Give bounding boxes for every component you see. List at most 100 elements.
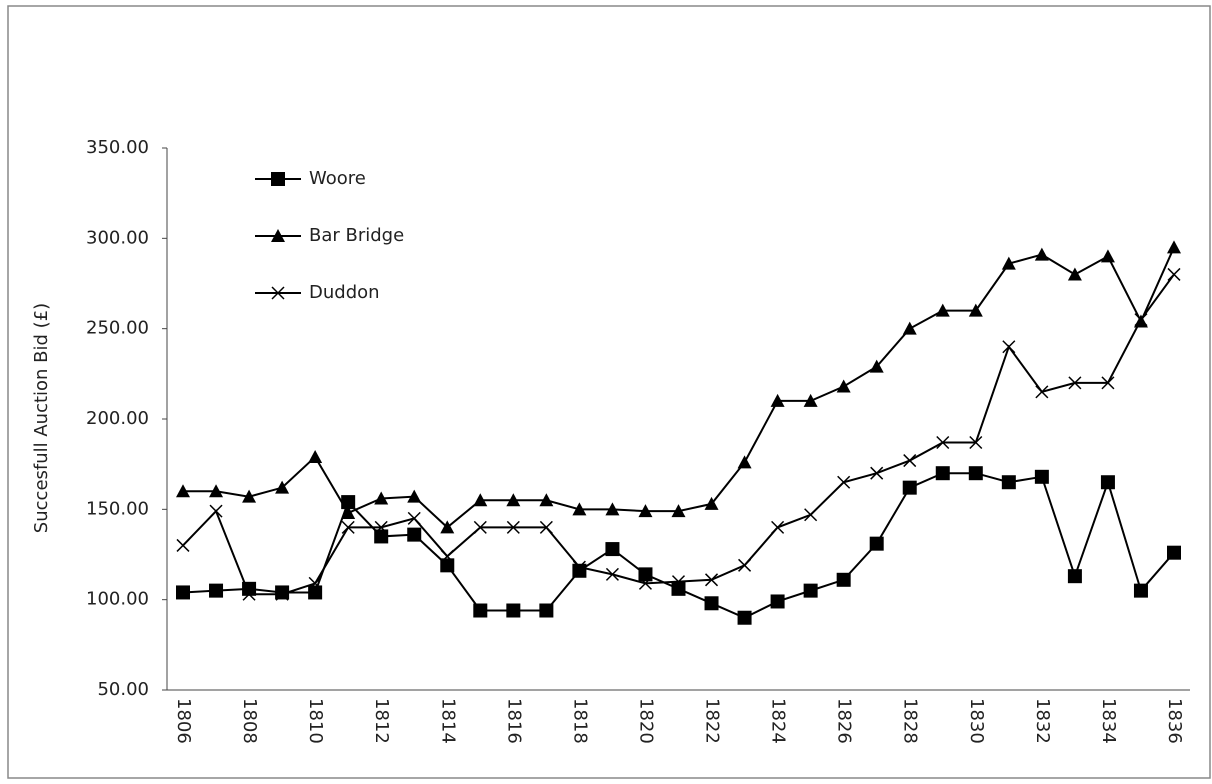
marker-square — [638, 567, 653, 582]
marker-triangle — [341, 505, 356, 519]
marker-square — [1100, 475, 1115, 490]
marker-x — [1101, 376, 1115, 390]
marker-x — [804, 508, 818, 522]
marker-triangle — [1100, 249, 1115, 263]
y-tick-label: 350.00 — [86, 137, 149, 158]
marker-x — [969, 435, 983, 450]
marker-square — [440, 558, 455, 573]
marker-square — [473, 603, 488, 618]
marker-square — [1133, 583, 1148, 598]
x-tick-label: 1810 — [305, 698, 326, 744]
x-tick-label: 1822 — [702, 698, 723, 744]
marker-triangle — [671, 504, 686, 518]
marker-triangle — [374, 491, 389, 505]
marker-triangle — [440, 520, 455, 534]
marker-square — [968, 466, 983, 481]
marker-square — [176, 585, 190, 600]
legend-label: Bar Bridge — [309, 225, 404, 246]
marker-square — [737, 610, 752, 625]
x-tick-label: 1836 — [1164, 698, 1185, 744]
marker-x — [440, 549, 454, 563]
marker-square — [539, 603, 554, 618]
marker-square — [1067, 569, 1082, 584]
marker-x — [407, 511, 421, 525]
x-tick-label: 1812 — [371, 698, 392, 744]
y-axis-label: Succesfull Auction Bid (£) — [31, 303, 52, 533]
marker-square — [308, 585, 323, 600]
x-tick-label: 1832 — [1032, 698, 1053, 744]
marker-x — [771, 520, 785, 534]
marker-x — [1035, 385, 1049, 399]
marker-x — [1167, 267, 1181, 281]
marker-x — [209, 504, 223, 518]
marker-x — [271, 286, 285, 300]
marker-square — [836, 572, 851, 587]
marker-x — [738, 558, 752, 572]
marker-x — [705, 573, 719, 587]
marker-square — [275, 585, 290, 600]
y-tick-label: 150.00 — [86, 498, 149, 519]
marker-triangle — [638, 504, 653, 518]
marker-triangle — [275, 480, 290, 494]
marker-triangle — [605, 502, 620, 516]
marker-x — [1068, 376, 1082, 390]
x-tick-label: 1816 — [503, 698, 524, 744]
marker-triangle — [902, 321, 917, 335]
x-tick-label: 1834 — [1098, 698, 1119, 744]
y-tick-label: 50.00 — [97, 679, 149, 700]
marker-square — [1001, 475, 1016, 490]
marker-x — [242, 587, 256, 601]
marker-x — [903, 454, 917, 468]
marker-x — [870, 466, 884, 480]
marker-x — [176, 538, 190, 552]
marker-triangle — [473, 493, 488, 507]
marker-triangle — [1001, 256, 1016, 270]
y-tick-label: 100.00 — [86, 589, 149, 610]
y-tick-label: 200.00 — [86, 408, 149, 429]
marker-triangle — [704, 496, 719, 510]
marker-x — [837, 475, 851, 489]
marker-square — [803, 583, 818, 598]
marker-x — [605, 567, 619, 581]
marker-triangle — [737, 455, 752, 469]
marker-x — [473, 520, 487, 534]
marker-square — [935, 466, 950, 481]
marker-square — [209, 583, 224, 598]
marker-square — [902, 480, 917, 495]
marker-triangle — [770, 393, 785, 407]
marker-x — [341, 520, 355, 534]
marker-square — [271, 172, 285, 186]
marker-x — [1002, 340, 1016, 354]
y-tick-label: 250.00 — [86, 318, 149, 339]
marker-triangle — [572, 502, 587, 516]
x-tick-label: 1820 — [635, 698, 656, 744]
marker-triangle — [836, 379, 851, 393]
marker-x — [374, 520, 388, 534]
x-tick-label: 1826 — [834, 698, 855, 744]
marker-square — [1167, 545, 1181, 560]
marker-square — [605, 542, 620, 557]
marker-triangle — [176, 484, 190, 498]
marker-square — [374, 529, 389, 544]
marker-triangle — [869, 359, 884, 373]
marker-triangle — [308, 449, 323, 463]
legend-label: Duddon — [309, 282, 380, 303]
chart-frame — [7, 5, 1211, 779]
legend-label: Woore — [309, 168, 366, 189]
marker-x — [1134, 313, 1148, 327]
y-tick-label: 300.00 — [86, 227, 149, 248]
marker-square — [869, 536, 884, 551]
marker-triangle — [407, 489, 422, 503]
x-tick-label: 1830 — [966, 698, 987, 744]
x-tick-label: 1808 — [239, 698, 260, 744]
marker-square — [770, 594, 785, 609]
marker-x — [275, 587, 289, 601]
marker-triangle — [803, 393, 818, 407]
marker-square — [1034, 469, 1049, 484]
marker-x — [506, 520, 520, 534]
marker-triangle — [539, 493, 554, 507]
marker-triangle — [1067, 267, 1082, 281]
marker-x — [308, 576, 322, 590]
marker-triangle — [209, 484, 224, 498]
